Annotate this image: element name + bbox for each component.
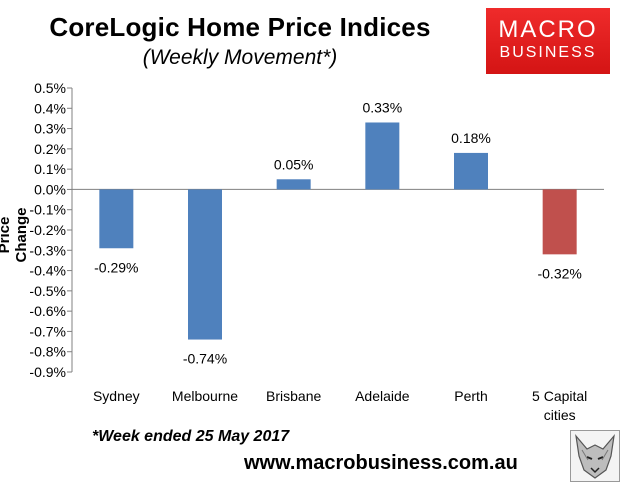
bar [276, 179, 311, 190]
y-tick-label: -0.7% [29, 323, 66, 339]
category-label: Sydney [93, 388, 140, 404]
y-tick-label: -0.6% [29, 303, 66, 319]
data-label: -0.74% [183, 351, 227, 367]
data-label: -0.29% [94, 259, 138, 275]
y-tick-label: 0.1% [34, 161, 66, 177]
y-tick-label: 0.0% [34, 181, 66, 197]
bar [99, 189, 134, 249]
website-url: www.macrobusiness.com.au [244, 452, 518, 474]
data-label: 0.05% [274, 156, 314, 172]
category-label: Melbourne [172, 388, 238, 404]
bar [454, 152, 488, 190]
logo-line-1: MACRO [498, 16, 598, 43]
bar [365, 122, 400, 190]
y-tick-label: 0.3% [34, 121, 66, 137]
y-tick-label: -0.9% [29, 364, 66, 380]
category-label: Adelaide [355, 388, 410, 404]
y-tick-label: 0.4% [34, 100, 66, 116]
y-tick-label: -0.2% [29, 222, 66, 238]
macro-business-logo: MACRO BUSINESS [486, 8, 610, 74]
y-tick-label: -0.5% [29, 283, 66, 299]
category-label: Perth [454, 388, 487, 404]
chart-subtitle: (Weekly Movement*) [142, 46, 338, 69]
logo-line-2: BUSINESS [499, 44, 597, 61]
bar [542, 189, 577, 255]
data-label: 0.33% [362, 99, 402, 115]
wolf-icon [570, 430, 620, 482]
category-label: Brisbane [266, 388, 321, 404]
y-tick-label: 0.2% [34, 141, 66, 157]
y-tick-label: -0.8% [29, 344, 66, 360]
y-tick-label: -0.4% [29, 263, 66, 279]
footnote: *Week ended 25 May 2017 [92, 428, 290, 445]
chart-title: CoreLogic Home Price Indices [49, 12, 431, 42]
bar [188, 189, 222, 340]
category-label: 5 Capital cities [532, 388, 587, 423]
y-tick-label: 0.5% [34, 80, 66, 96]
data-label: -0.32% [537, 265, 581, 281]
y-tick-label: -0.1% [29, 202, 66, 218]
y-tick-label: -0.3% [29, 242, 66, 258]
data-label: 0.18% [451, 130, 491, 146]
